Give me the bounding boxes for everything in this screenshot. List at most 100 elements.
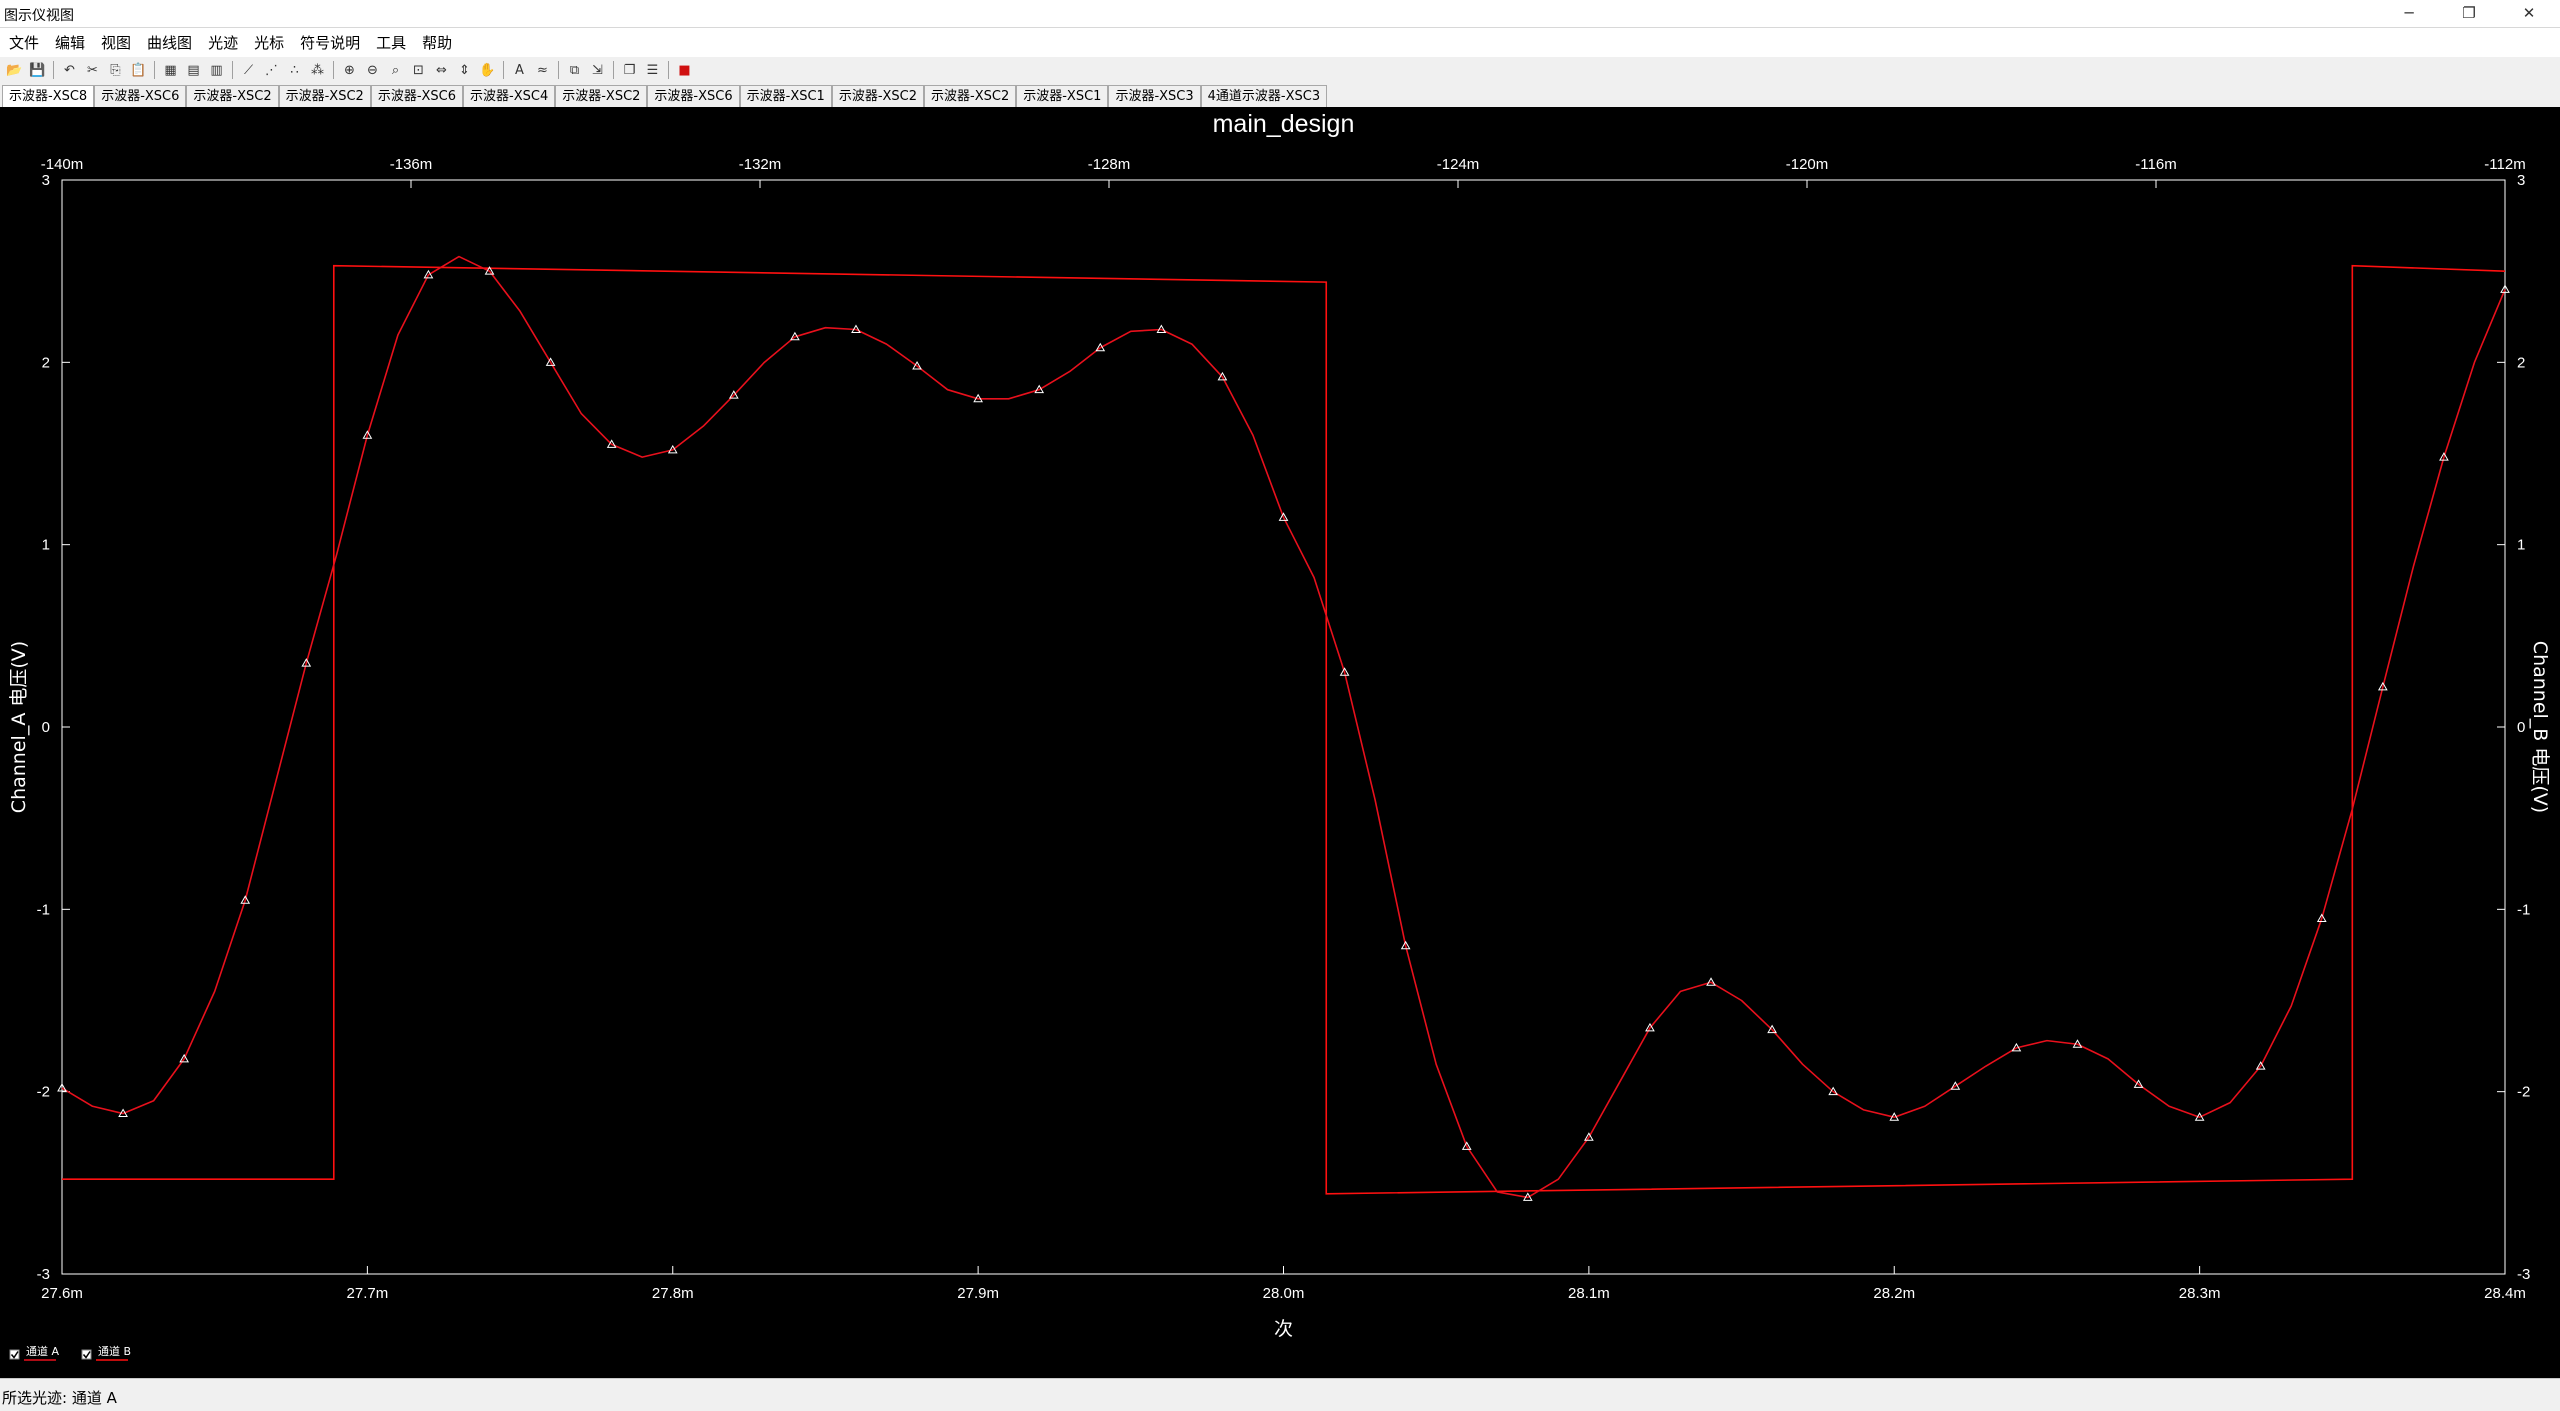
zoom-fit-icon[interactable]: ⊡ [413, 62, 424, 78]
restore-button[interactable]: ❐ [2462, 4, 2476, 22]
y-axis-label-right: Channel_B 电压(V) [2529, 641, 2551, 813]
pan-icon[interactable]: ✋ [479, 62, 496, 78]
channel-a-marker [1278, 512, 1289, 521]
cut-icon[interactable]: ✂ [87, 62, 98, 78]
tab-6[interactable]: 示波器-XSC2 [555, 85, 648, 107]
window-title: 图示仪视图 [4, 8, 74, 24]
y-right-tick-label: 0 [2517, 719, 2525, 736]
toolbar-separator [53, 61, 54, 79]
bar-icon[interactable]: ▥ [210, 62, 223, 78]
channel-a-marker [57, 1083, 67, 1092]
legend-checkbox-1[interactable] [81, 1349, 92, 1360]
undo-icon[interactable]: ↶ [64, 62, 75, 78]
channel-a-marker [1584, 1132, 1594, 1141]
menu-graph[interactable]: 曲线图 [147, 34, 193, 52]
channel-a-marker [1950, 1081, 1961, 1090]
x-top-tick-label: -116m [2135, 156, 2176, 173]
markers-icon[interactable]: ⋰ [265, 62, 278, 78]
channel-a-marker [2500, 284, 2510, 293]
y-right-tick-label: -2 [2517, 1084, 2530, 1101]
tab-2[interactable]: 示波器-XSC2 [186, 85, 279, 107]
tab-4[interactable]: 示波器-XSC6 [370, 85, 464, 107]
channel-a-marker [2439, 452, 2449, 461]
menu-bar: 文件 编辑 视图 曲线图 光迹 光标 符号说明 工具 帮助 [0, 28, 2560, 57]
open-icon[interactable]: 📂 [6, 62, 23, 78]
tab-3[interactable]: 示波器-XSC2 [278, 85, 371, 107]
zoom-x-icon[interactable]: ⇔ [436, 62, 447, 78]
x-tick-label: 28.2m [1873, 1285, 1915, 1302]
menu-legend[interactable]: 符号说明 [300, 34, 361, 52]
paste-icon[interactable]: 📋 [130, 62, 147, 78]
toolbar-separator [232, 61, 233, 79]
zoom-area-icon[interactable]: ⌕ [391, 62, 400, 78]
channel-a-marker [1339, 667, 1350, 676]
toolbar-separator [668, 61, 669, 79]
merge-icon[interactable]: ⧉ [569, 62, 580, 78]
tab-5[interactable]: 示波器-XSC4 [463, 85, 556, 107]
stop-icon[interactable]: ■ [678, 62, 691, 78]
legend-icon[interactable]: ▤ [187, 62, 200, 78]
grid-icon[interactable]: ▦ [164, 62, 177, 78]
menu-trace[interactable]: 光迹 [208, 34, 239, 52]
chart-svg[interactable]: 27.6m 27.7m 27.8m 27.9m 28.0m 28.1m 28.2m 28.3m… [0, 107, 2560, 1378]
channel-a-marker [1522, 1192, 1533, 1201]
y-tick-label: 2 [42, 354, 50, 371]
toolbar-separator [613, 61, 614, 79]
close-button[interactable]: ✕ [2522, 4, 2536, 22]
tab-12[interactable]: 示波器-XSC3 [1108, 85, 1201, 107]
menu-file[interactable]: 文件 [9, 34, 40, 52]
x-top-tick-label: -140m [41, 156, 84, 173]
copy-graph-icon[interactable]: ❐ [623, 62, 636, 78]
menu-edit[interactable]: 编辑 [55, 34, 86, 52]
tab-9[interactable]: 示波器-XSC2 [831, 85, 925, 107]
x-top-tick-label: -120m [1786, 156, 1829, 173]
channel-a-marker [2377, 681, 2388, 691]
overlay-icon[interactable]: ≈ [537, 62, 548, 78]
save-icon[interactable]: 💾 [29, 62, 46, 78]
channel-a-marker [423, 269, 434, 279]
menu-tools[interactable]: 工具 [376, 34, 407, 52]
y-right-tick-label: 3 [2517, 172, 2525, 189]
x-top-tick-label: -128m [1088, 156, 1131, 173]
channel-a-marker [790, 331, 800, 341]
channel-a-marker [1034, 384, 1045, 394]
x-top-tick-label: -132m [739, 156, 782, 173]
text-icon[interactable]: A [515, 62, 524, 78]
tab-0[interactable]: 示波器-XSC8 [2, 85, 95, 108]
points-alt-icon[interactable]: ⁂ [311, 62, 324, 78]
tab-1[interactable]: 示波器-XSC6 [94, 85, 187, 107]
status-bar: 所选光迹: 通道 A [0, 1378, 2560, 1411]
legend-checkbox-0[interactable] [9, 1349, 20, 1360]
channel-a-marker [973, 393, 983, 403]
copy-icon[interactable]: ⎘ [110, 62, 121, 78]
zoom-out-icon[interactable]: ⊖ [367, 62, 378, 78]
channel-a-marker [1645, 1022, 1655, 1032]
channel-a-marker [118, 1108, 128, 1118]
properties-icon[interactable]: ☰ [646, 62, 659, 78]
minimize-button[interactable]: ─ [2404, 4, 2414, 22]
channel-a-marker [2255, 1061, 2266, 1070]
y-axis-label-left: Channel_A 电压(V) [8, 641, 30, 813]
menu-help[interactable]: 帮助 [422, 34, 453, 52]
series-channel-a-line [61, 255, 2506, 1199]
menu-view[interactable]: 视图 [101, 34, 132, 52]
menu-cursor[interactable]: 光标 [254, 34, 285, 52]
toolbar-separator [154, 61, 155, 79]
toolbar: 📂 💾 ↶ ✂ ⎘ 📋 ▦ ▤ ▥ ⟋ ⋰ ∴ ⁂ ⊕ ⊖ ⌕ ⊡ ⇔ ⇕ ✋ A ≈ ⧉ ⇲ ❐ ☰ ■ [0, 57, 2560, 83]
x-top-tick-label: -136m [390, 156, 433, 173]
tab-8[interactable]: 示波器-XSC1 [739, 85, 832, 107]
channel-a-marker [1767, 1024, 1777, 1034]
tab-13[interactable]: 4通道示波器-XSC3 [1200, 85, 1328, 107]
export-icon[interactable]: ⇲ [592, 62, 603, 78]
tab-10[interactable]: 示波器-XSC2 [924, 85, 1017, 107]
cursor-icon[interactable]: ⟋ [243, 62, 254, 78]
tab-7[interactable]: 示波器-XSC6 [647, 85, 740, 107]
tab-11[interactable]: 示波器-XSC1 [1016, 85, 1109, 107]
zoom-in-icon[interactable]: ⊕ [344, 62, 355, 78]
points-icon[interactable]: ∴ [290, 62, 299, 78]
channel-a-marker [484, 266, 495, 275]
channel-a-marker [2133, 1079, 2144, 1088]
plot-frame [61, 179, 2506, 1275]
plot-area[interactable]: 27.6m 27.7m 27.8m 27.9m 28.0m 28.1m 28.2m 28.3m… [0, 107, 2560, 1378]
zoom-y-icon[interactable]: ⇕ [459, 62, 470, 78]
